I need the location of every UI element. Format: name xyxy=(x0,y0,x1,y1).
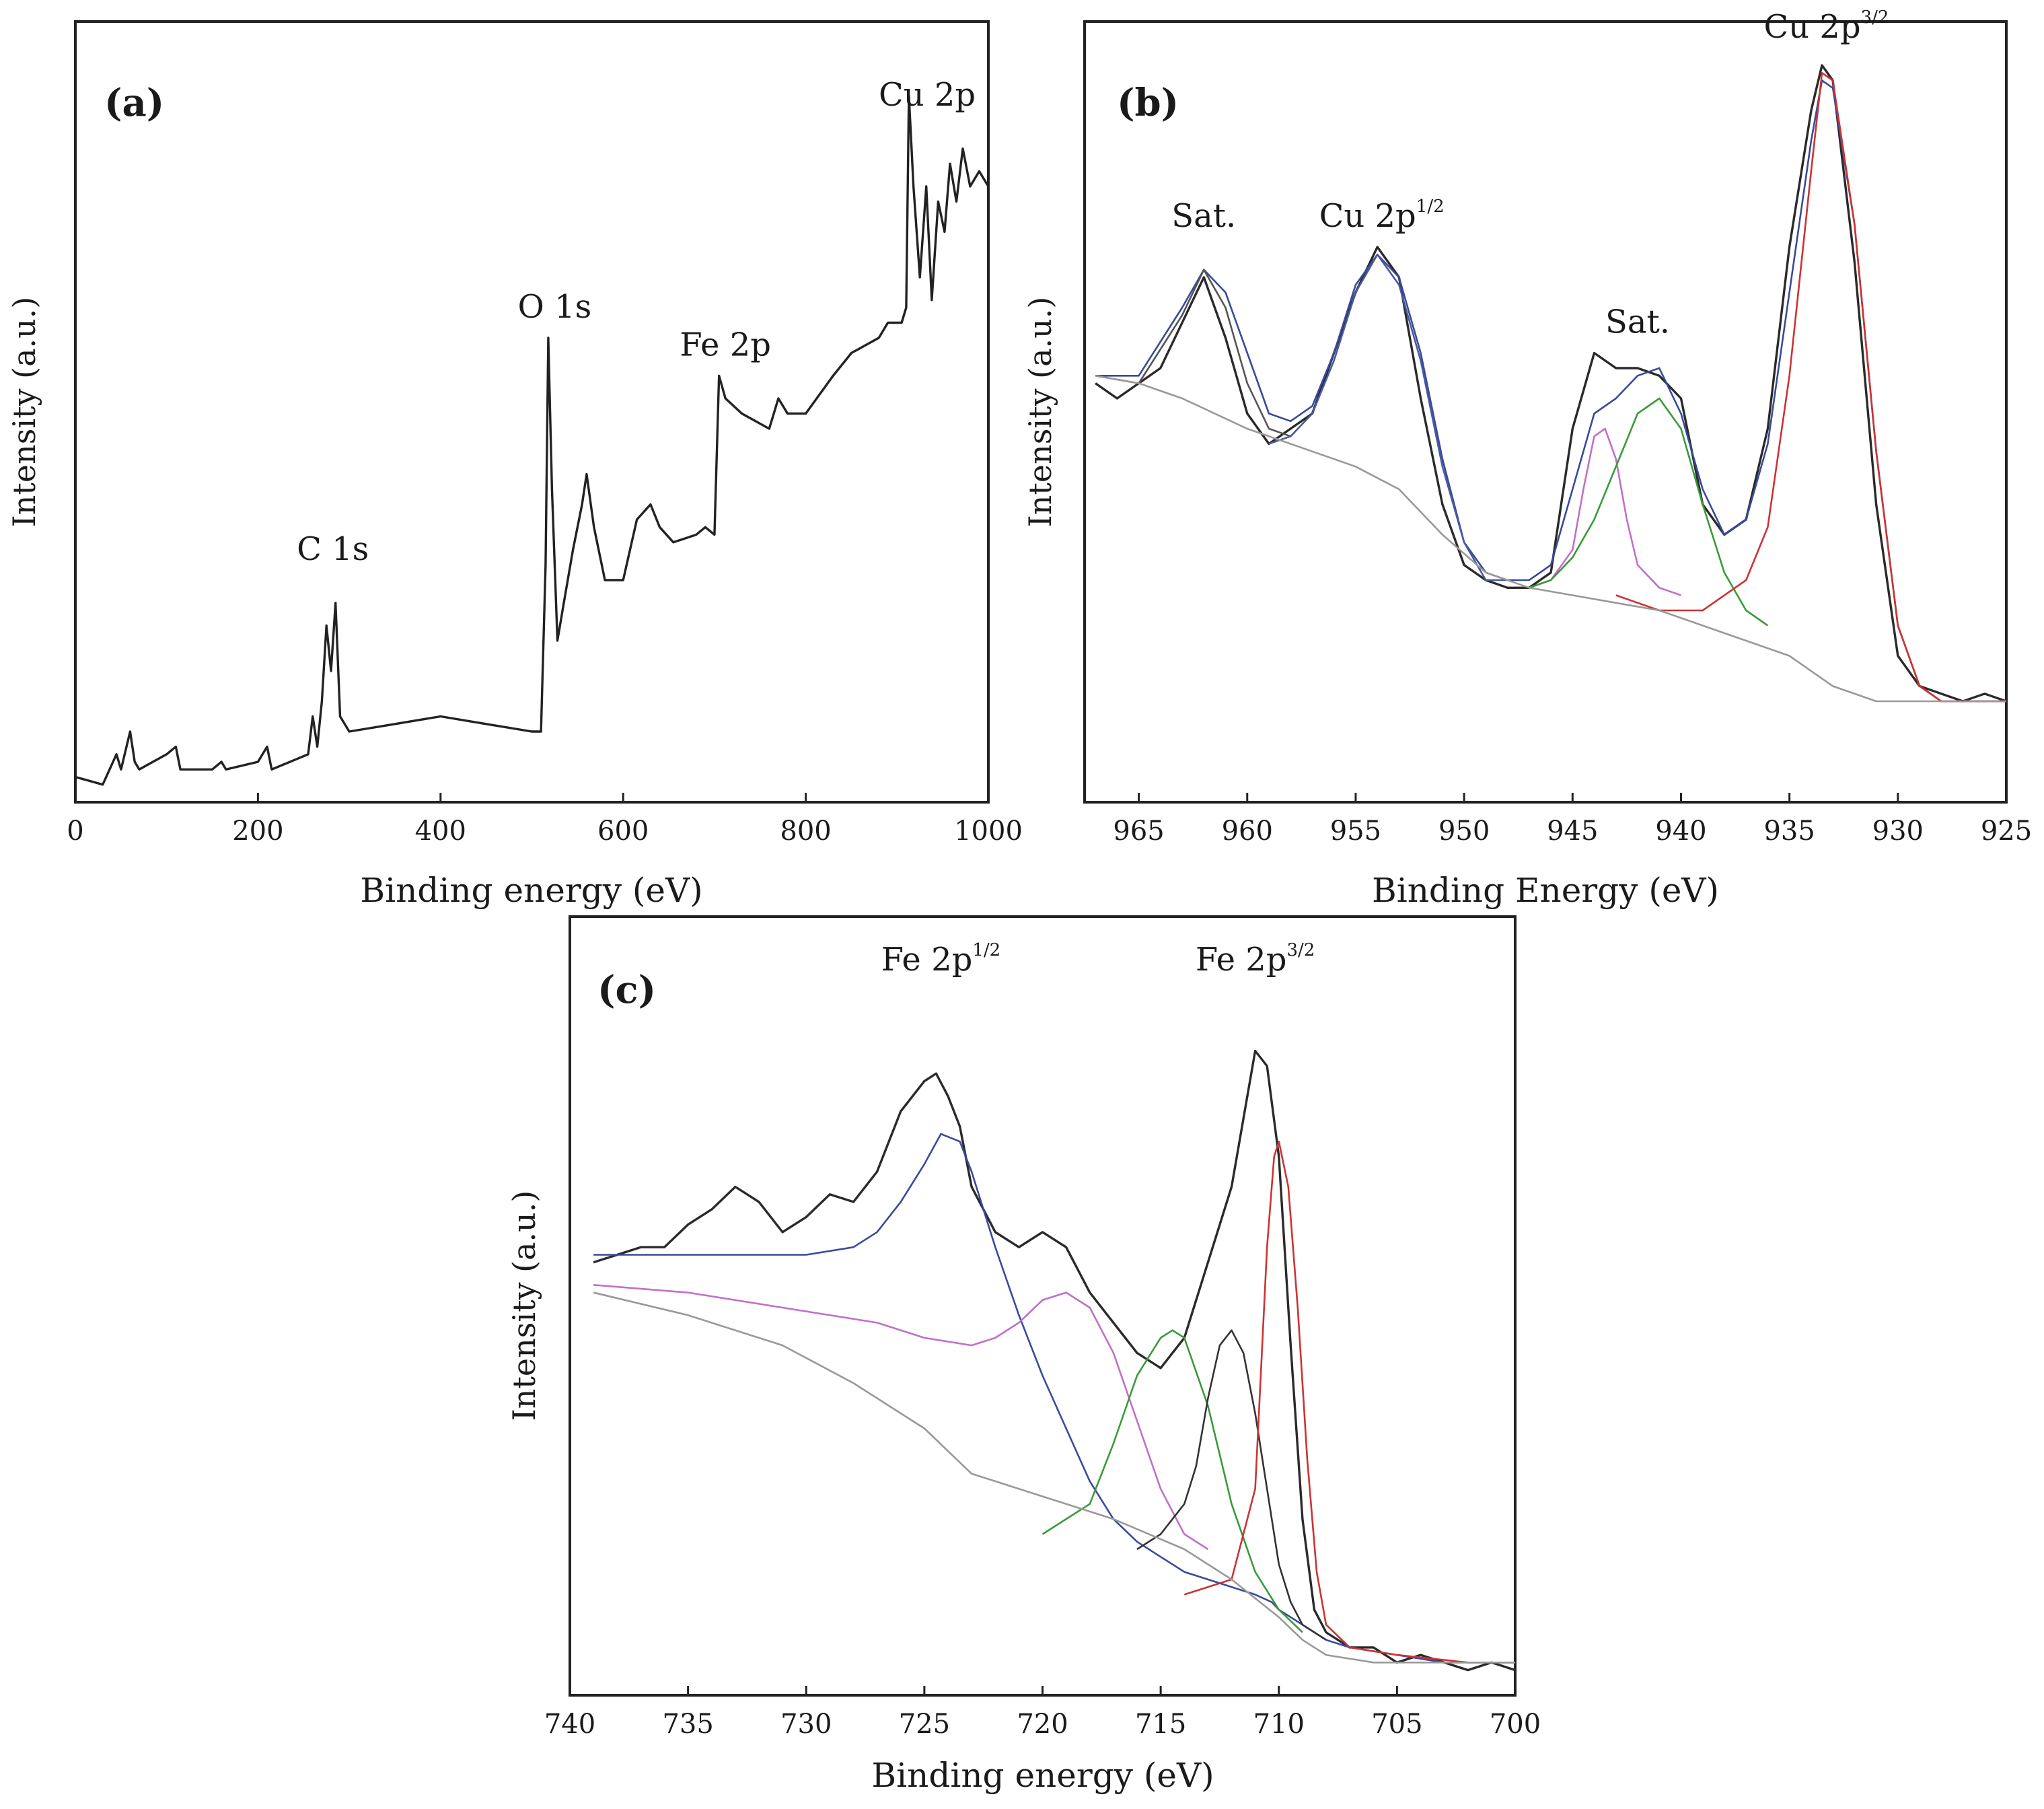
x-tick-label: 800 xyxy=(780,816,831,847)
peak-annotation-superscript: 3/2 xyxy=(1287,940,1315,960)
x-tick-label: 705 xyxy=(1371,1709,1422,1740)
series-survey xyxy=(75,94,990,786)
peak-annotation-superscript: 1/2 xyxy=(972,940,1000,960)
series-peak-714-4 xyxy=(1042,1329,1303,1633)
panel-c-label: (c) xyxy=(597,968,656,1012)
peak-annotation: Fe 2p1/2 xyxy=(881,940,1000,979)
x-tick-label: 600 xyxy=(597,816,649,847)
x-tick-label: 1000 xyxy=(954,816,1023,847)
panel-b-cu2p-spectrum: (b) Intensity (a.u.) Binding Energy (eV)… xyxy=(1022,7,2032,910)
x-tick-label: 710 xyxy=(1253,1709,1305,1740)
peak-annotation: Sat. xyxy=(1605,304,1670,341)
x-tick-label: 930 xyxy=(1872,816,1924,847)
series-peak-3-2 xyxy=(1183,1140,1515,1664)
peak-annotation: Cu 2p xyxy=(879,76,976,114)
panel-b-x-axis-label: Binding Energy (eV) xyxy=(1372,871,1719,910)
series-peak-1-2-sat xyxy=(593,1284,1209,1551)
peak-annotation-superscript: 1/2 xyxy=(1416,197,1445,217)
series-sat-941 xyxy=(1529,397,1769,627)
x-tick-label: 955 xyxy=(1330,816,1381,847)
panel-c-fe2p-spectrum: (c) Intensity (a.u.) Binding energy (eV)… xyxy=(506,915,1541,1795)
x-tick-label: 0 xyxy=(67,816,83,847)
series-sat-high xyxy=(1095,269,1291,437)
panel-b-label: (b) xyxy=(1117,81,1179,125)
peak-annotation: Sat. xyxy=(1171,197,1236,235)
peak-annotation-text: Cu 2p xyxy=(1763,8,1860,46)
x-tick-label: 925 xyxy=(1981,816,2032,847)
panel-b-frame xyxy=(1083,20,2008,804)
peak-annotation-text: Fe 2p xyxy=(881,941,973,979)
x-tick-label: 940 xyxy=(1655,816,1706,847)
x-tick-label: 740 xyxy=(544,1709,595,1740)
panel-c-x-axis-label: Binding energy (eV) xyxy=(871,1756,1214,1795)
peak-annotation: Fe 2p xyxy=(680,326,771,363)
series-peak-1-2 xyxy=(1268,253,1508,581)
series-peak-712 xyxy=(1136,1329,1327,1641)
x-tick-label: 935 xyxy=(1763,816,1815,847)
panel-c-frame xyxy=(569,915,1517,1697)
x-tick-label: 730 xyxy=(780,1709,832,1740)
peak-annotation-text: Fe 2p xyxy=(680,326,771,363)
x-tick-label: 400 xyxy=(415,816,466,847)
series-background xyxy=(593,1291,1515,1664)
x-tick-label: 700 xyxy=(1490,1709,1541,1740)
series-sat-943-5 xyxy=(1529,427,1681,596)
series-raw xyxy=(593,1049,1516,1672)
x-tick-label: 965 xyxy=(1113,816,1164,847)
panel-a-frame xyxy=(74,20,990,804)
peak-annotation-text: Sat. xyxy=(1605,304,1670,341)
panel-a-survey-spectrum: (a) Intensity (a.u.) Binding energy (eV)… xyxy=(6,20,1023,910)
x-tick-label: 715 xyxy=(1135,1709,1186,1740)
x-tick-label: 720 xyxy=(1017,1709,1068,1740)
peak-annotation-text: Cu 2p xyxy=(879,76,976,114)
x-tick-label: 200 xyxy=(232,816,283,847)
x-tick-label: 725 xyxy=(899,1709,950,1740)
peak-annotation: Fe 2p3/2 xyxy=(1196,940,1315,979)
series-background xyxy=(1095,375,2006,703)
panel-a-label: (a) xyxy=(104,81,164,125)
x-tick-label: 735 xyxy=(662,1709,713,1740)
panel-b-y-axis-label: Intensity (a.u.) xyxy=(1022,297,1058,528)
panel-a-y-axis-label: Intensity (a.u.) xyxy=(6,297,42,528)
x-tick-label: 960 xyxy=(1222,816,1273,847)
series-envelope xyxy=(593,1133,1515,1664)
series-peak-3-2 xyxy=(1615,72,2006,703)
peak-annotation: C 1s xyxy=(297,530,369,568)
panel-c-y-axis-label: Intensity (a.u.) xyxy=(506,1191,542,1421)
peak-annotation: Cu 2p1/2 xyxy=(1319,197,1445,235)
peak-annotation-text: Sat. xyxy=(1171,197,1236,235)
peak-annotation-text: Cu 2p xyxy=(1319,197,1416,235)
panel-a-x-axis-label: Binding energy (eV) xyxy=(360,871,702,910)
peak-annotation-text: O 1s xyxy=(518,288,592,326)
x-tick-label: 945 xyxy=(1547,816,1598,847)
peak-annotation: Cu 2p3/2 xyxy=(1763,7,1889,46)
peak-annotation-text: Fe 2p xyxy=(1196,941,1287,979)
x-tick-label: 950 xyxy=(1438,816,1490,847)
peak-annotation: O 1s xyxy=(518,288,592,326)
peak-annotation-text: C 1s xyxy=(297,530,369,568)
peak-annotation-superscript: 3/2 xyxy=(1861,7,1889,28)
